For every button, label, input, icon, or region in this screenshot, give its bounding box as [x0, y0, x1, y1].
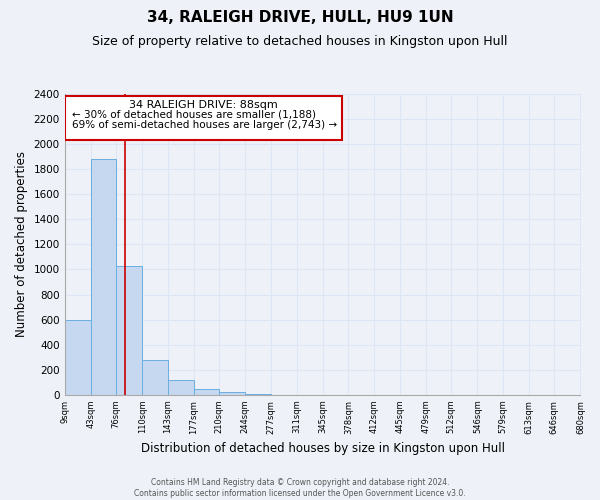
- Text: 69% of semi-detached houses are larger (2,743) →: 69% of semi-detached houses are larger (…: [71, 120, 337, 130]
- Bar: [194, 389, 219, 395]
- FancyBboxPatch shape: [65, 96, 342, 140]
- Text: ← 30% of detached houses are smaller (1,188): ← 30% of detached houses are smaller (1,…: [71, 109, 316, 119]
- Bar: [219, 392, 245, 395]
- X-axis label: Distribution of detached houses by size in Kingston upon Hull: Distribution of detached houses by size …: [140, 442, 505, 455]
- Bar: [116, 266, 142, 395]
- Text: 34, RALEIGH DRIVE, HULL, HU9 1UN: 34, RALEIGH DRIVE, HULL, HU9 1UN: [146, 10, 454, 25]
- Y-axis label: Number of detached properties: Number of detached properties: [15, 152, 28, 338]
- Bar: [245, 394, 271, 395]
- Text: Size of property relative to detached houses in Kingston upon Hull: Size of property relative to detached ho…: [92, 35, 508, 48]
- Bar: [91, 159, 116, 395]
- Bar: [142, 360, 167, 395]
- Text: Contains HM Land Registry data © Crown copyright and database right 2024.
Contai: Contains HM Land Registry data © Crown c…: [134, 478, 466, 498]
- Bar: [167, 380, 194, 395]
- Bar: [65, 320, 91, 395]
- Text: 34 RALEIGH DRIVE: 88sqm: 34 RALEIGH DRIVE: 88sqm: [130, 100, 278, 110]
